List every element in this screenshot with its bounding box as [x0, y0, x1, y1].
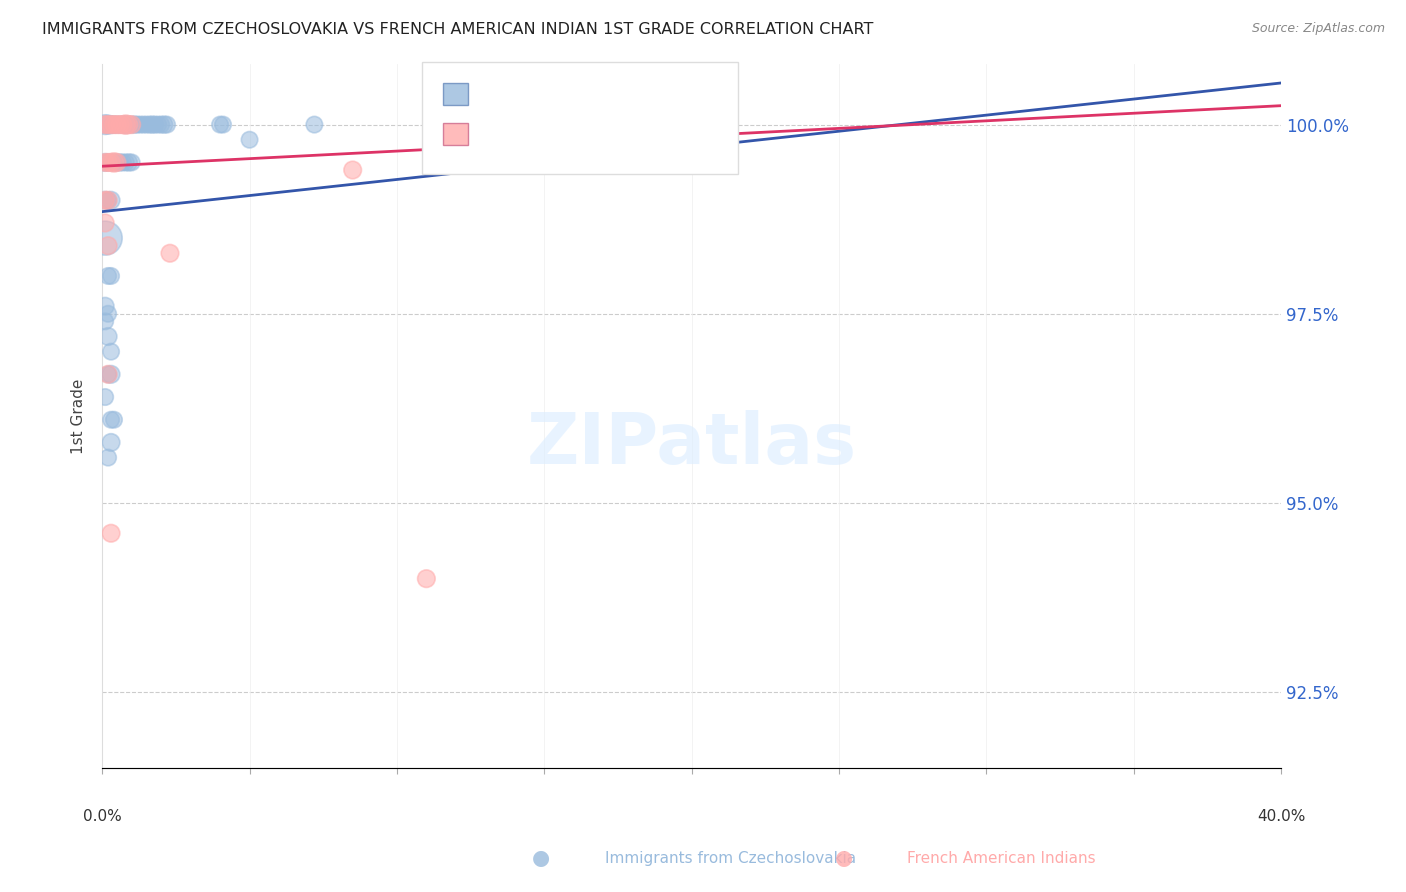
- Point: [94, 231, 117, 245]
- Text: Immigrants from Czechoslovakia: Immigrants from Czechoslovakia: [605, 851, 856, 865]
- Point: [97, 238, 120, 252]
- Point: [105, 118, 128, 132]
- Point: [100, 368, 122, 382]
- Point: [94, 118, 117, 132]
- Point: [132, 118, 155, 132]
- Point: [108, 155, 131, 169]
- Point: [103, 118, 125, 132]
- Point: [150, 118, 173, 132]
- Point: [103, 118, 125, 132]
- Point: [129, 118, 152, 132]
- Y-axis label: 1st Grade: 1st Grade: [72, 378, 86, 454]
- Text: R = 0.402   N = 66: R = 0.402 N = 66: [475, 83, 645, 101]
- Point: [94, 390, 117, 404]
- Point: [94, 155, 117, 169]
- Point: [94, 216, 117, 230]
- Point: [118, 155, 141, 169]
- Point: [212, 118, 235, 132]
- Point: [97, 118, 120, 132]
- Point: [94, 118, 117, 132]
- Point: [97, 194, 120, 208]
- Point: [100, 344, 122, 359]
- Point: [159, 246, 181, 260]
- Point: [97, 329, 120, 343]
- Point: [108, 118, 131, 132]
- Point: [94, 155, 117, 169]
- Point: [121, 155, 143, 169]
- Point: [138, 118, 160, 132]
- Point: [94, 299, 117, 313]
- Point: [415, 572, 437, 586]
- Point: [97, 118, 120, 132]
- Text: IMMIGRANTS FROM CZECHOSLOVAKIA VS FRENCH AMERICAN INDIAN 1ST GRADE CORRELATION C: IMMIGRANTS FROM CZECHOSLOVAKIA VS FRENCH…: [42, 22, 873, 37]
- Point: [121, 118, 143, 132]
- Point: [105, 155, 128, 169]
- Point: [100, 435, 122, 450]
- Point: [97, 155, 120, 169]
- Text: Source: ZipAtlas.com: Source: ZipAtlas.com: [1251, 22, 1385, 36]
- Point: [209, 118, 232, 132]
- Point: [114, 118, 136, 132]
- Point: [94, 194, 117, 208]
- Point: [118, 118, 141, 132]
- Point: [342, 163, 364, 178]
- Point: [97, 268, 120, 283]
- Point: [100, 118, 122, 132]
- Point: [118, 118, 141, 132]
- Point: [103, 155, 125, 169]
- Point: [100, 526, 122, 541]
- Point: [105, 118, 128, 132]
- Point: [94, 194, 117, 208]
- Point: [100, 413, 122, 427]
- Text: ZIPatlas: ZIPatlas: [526, 409, 856, 479]
- Point: [153, 118, 176, 132]
- Point: [114, 155, 136, 169]
- Point: [141, 118, 163, 132]
- Point: [111, 118, 134, 132]
- Text: French American Indians: French American Indians: [907, 851, 1095, 865]
- Text: R =  0.321   N = 43: R = 0.321 N = 43: [475, 123, 651, 141]
- Point: [108, 118, 131, 132]
- Point: [100, 194, 122, 208]
- Point: [135, 118, 157, 132]
- Point: [97, 307, 120, 321]
- Point: [100, 155, 122, 169]
- Text: ●: ●: [533, 848, 550, 868]
- Point: [156, 118, 179, 132]
- Point: [97, 194, 120, 208]
- Point: [100, 118, 122, 132]
- Point: [111, 155, 134, 169]
- Point: [114, 118, 136, 132]
- Point: [103, 413, 125, 427]
- Point: [111, 118, 134, 132]
- Point: [100, 268, 122, 283]
- Point: [97, 368, 120, 382]
- Point: [533, 118, 555, 132]
- Text: 40.0%: 40.0%: [1257, 809, 1305, 824]
- Point: [124, 118, 146, 132]
- Point: [121, 118, 143, 132]
- Point: [97, 450, 120, 465]
- Point: [97, 155, 120, 169]
- Text: 0.0%: 0.0%: [83, 809, 121, 824]
- Point: [97, 368, 120, 382]
- Point: [304, 118, 326, 132]
- Text: ●: ●: [835, 848, 852, 868]
- Point: [103, 155, 125, 169]
- Point: [127, 118, 149, 132]
- Point: [105, 155, 128, 169]
- Point: [238, 133, 260, 147]
- Point: [143, 118, 166, 132]
- Point: [148, 118, 170, 132]
- Point: [94, 314, 117, 328]
- Point: [100, 155, 122, 169]
